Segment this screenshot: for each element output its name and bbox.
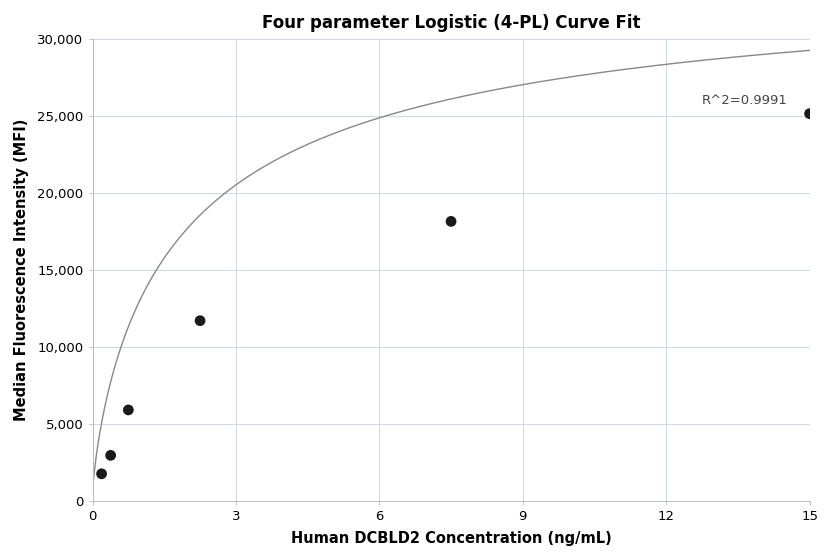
Text: R^2=0.9991: R^2=0.9991: [702, 94, 788, 107]
X-axis label: Human DCBLD2 Concentration (ng/mL): Human DCBLD2 Concentration (ng/mL): [290, 531, 612, 546]
Y-axis label: Median Fluorescence Intensity (MFI): Median Fluorescence Intensity (MFI): [14, 119, 29, 421]
Point: [95, 469, 108, 478]
Point: [193, 316, 206, 325]
Point: [444, 217, 458, 226]
Point: [104, 451, 117, 460]
Point: [121, 405, 135, 414]
Title: Four parameter Logistic (4-PL) Curve Fit: Four parameter Logistic (4-PL) Curve Fit: [262, 14, 641, 32]
Point: [803, 109, 816, 118]
